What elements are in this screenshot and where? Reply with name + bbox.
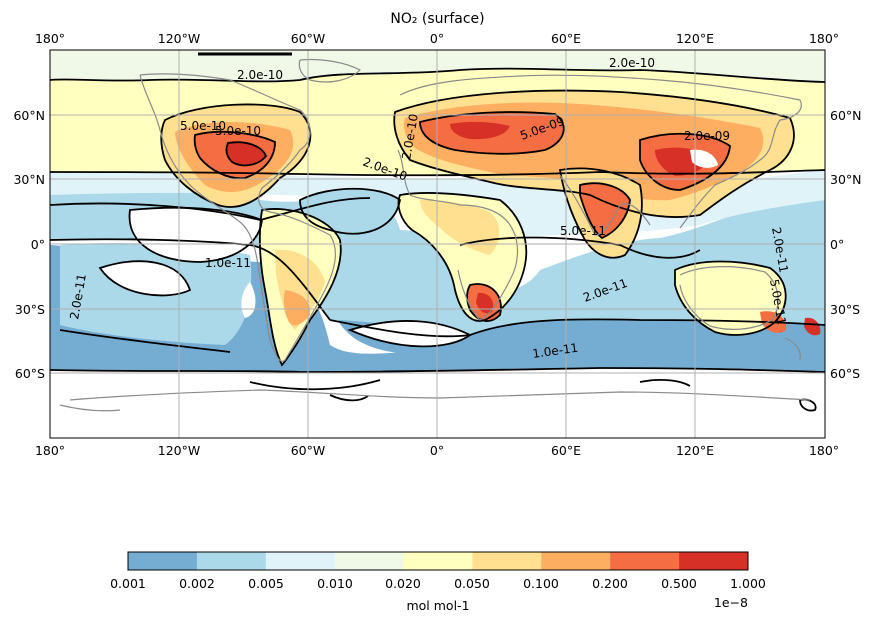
colorbar-frame xyxy=(127,551,749,571)
colorbar-cell xyxy=(265,552,336,570)
colorbar-tick-label: 0.002 xyxy=(179,576,215,591)
contour-label: 5.0e-10 xyxy=(215,124,261,138)
lon-tick-label: 180° xyxy=(809,443,839,458)
colorbar-offset: 1e−8 xyxy=(714,595,748,610)
colorbar-cell xyxy=(610,552,680,570)
lon-ticks-top: 180° 120°W 60°W 0° 60°E 120°E 180° xyxy=(35,31,839,46)
lat-tick-label: 30°S xyxy=(830,302,860,317)
lat-tick-label: 60°S xyxy=(830,366,860,381)
colorbar-tick-label: 0.200 xyxy=(592,576,628,591)
map-title: NO₂ (surface) xyxy=(390,11,484,27)
colorbar-cell xyxy=(403,552,473,570)
lon-tick-label: 120°W xyxy=(158,443,200,458)
colorbar-tick-label: 0.010 xyxy=(317,576,353,591)
lon-tick-label: 0° xyxy=(430,31,444,46)
lon-tick-label: 120°E xyxy=(676,443,714,458)
colorbar-tick-label: 0.001 xyxy=(110,576,146,591)
contour-label: 2.0e-10 xyxy=(237,68,283,82)
contour-label: 2.0e-09 xyxy=(684,129,730,143)
africa-field xyxy=(398,192,527,322)
colorbar: 0.001 0.002 0.005 0.010 0.020 0.050 0.10… xyxy=(110,551,766,613)
colorbar-tick-label: 0.500 xyxy=(661,576,697,591)
colorbar-cell xyxy=(196,552,267,570)
lon-tick-label: 60°W xyxy=(291,443,326,458)
colorbar-tick-label: 0.020 xyxy=(385,576,421,591)
south-america-field xyxy=(259,208,341,365)
lon-ticks-bottom: 180° 120°W 60°W 0° 60°E 120°E 180° xyxy=(35,443,839,458)
lat-tick-label: 60°N xyxy=(13,108,45,123)
lon-tick-label: 180° xyxy=(35,31,65,46)
colorbar-ticks: 0.001 0.002 0.005 0.010 0.020 0.050 0.10… xyxy=(110,576,766,591)
lon-tick-label: 120°W xyxy=(158,31,200,46)
lon-tick-label: 180° xyxy=(35,443,65,458)
colorbar-tick-label: 1.000 xyxy=(730,576,766,591)
colorbar-tick-label: 0.050 xyxy=(454,576,490,591)
gridlines xyxy=(50,50,825,438)
lon-tick-label: 0° xyxy=(430,443,444,458)
colorbar-cells xyxy=(128,552,749,570)
lat-tick-label: 30°N xyxy=(830,172,862,187)
colorbar-cell xyxy=(128,552,198,570)
colorbar-label: mol mol-1 xyxy=(406,598,469,613)
map-frame xyxy=(49,49,826,439)
colorbar-cell xyxy=(679,552,749,570)
lon-tick-label: 120°E xyxy=(676,31,714,46)
contour-label: 5.0e-11 xyxy=(560,224,606,238)
contour-label: 5.0e-10 xyxy=(180,119,226,133)
colorbar-tick-label: 0.100 xyxy=(523,576,559,591)
lat-tick-label: 30°S xyxy=(15,302,45,317)
contour-label: 2.0e-10 xyxy=(609,56,655,70)
lon-tick-label: 180° xyxy=(809,31,839,46)
lat-tick-label: 0° xyxy=(830,237,844,252)
map-panel: 2.0e-10 2.0e-10 5.0e-10 5.0e-10 2.0e-10 … xyxy=(50,50,825,438)
lat-tick-label: 60°N xyxy=(830,108,862,123)
colorbar-cell xyxy=(472,552,542,570)
colorbar-cell xyxy=(334,552,405,570)
lat-tick-label: 60°S xyxy=(15,366,45,381)
contour-label: 1.0e-11 xyxy=(205,256,251,270)
contour-label: 1.0e-11 xyxy=(531,341,579,361)
colorbar-tick-label: 0.005 xyxy=(248,576,284,591)
colorbar-cell xyxy=(541,552,611,570)
lat-tick-label: 0° xyxy=(31,237,45,252)
coastlines xyxy=(59,58,811,412)
lon-tick-label: 60°E xyxy=(551,31,581,46)
lat-ticks-right: 60°N 30°N 0° 30°S 60°S xyxy=(830,108,862,381)
lat-tick-label: 30°N xyxy=(13,172,45,187)
lon-tick-label: 60°W xyxy=(291,31,326,46)
north-america-field xyxy=(161,104,311,207)
lon-tick-label: 60°E xyxy=(551,443,581,458)
lat-ticks-left: 60°N 30°N 0° 30°S 60°S xyxy=(13,108,45,381)
